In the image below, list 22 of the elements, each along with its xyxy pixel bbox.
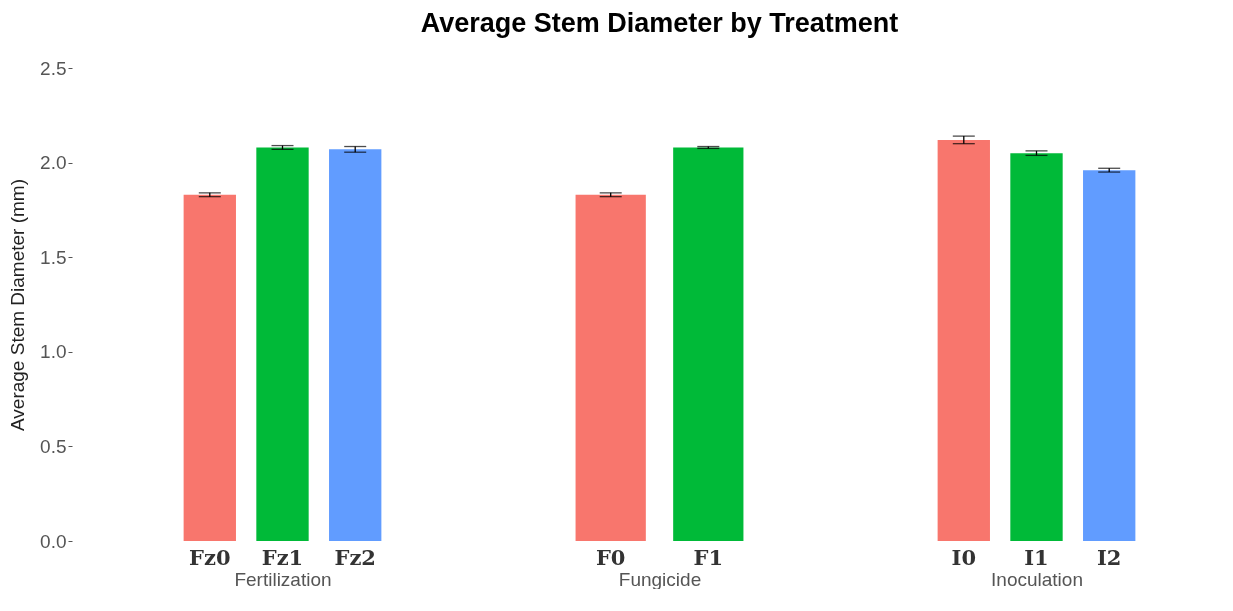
bar xyxy=(183,194,236,541)
y-axis-title: Average Stem Diameter (mm) xyxy=(7,179,29,431)
x-tick-label: I2 xyxy=(1096,544,1122,570)
y-tick-label: 2.5 xyxy=(40,57,67,79)
bar xyxy=(256,147,309,541)
x-tick-label: Fz0 xyxy=(189,544,231,570)
y-tick-label: 2.0 xyxy=(40,152,67,174)
chart-title: Average Stem Diameter by Treatment xyxy=(420,8,899,38)
x-tick-label: I0 xyxy=(951,544,977,570)
y-tick-label: 0.5 xyxy=(40,435,67,457)
x-tick-label: Fz2 xyxy=(334,544,376,570)
y-tick-label: 0.0 xyxy=(40,530,67,552)
x-tick-label: I1 xyxy=(1024,544,1049,570)
x-tick-label: F0 xyxy=(595,544,626,570)
x-axis-title: Fungicide xyxy=(618,568,702,590)
x-tick-label: Fz1 xyxy=(261,544,304,570)
x-axis-title: Fertilization xyxy=(234,568,332,590)
y-tick-label: 1.0 xyxy=(40,341,67,363)
bar xyxy=(329,149,382,541)
y-tick-label: 1.5 xyxy=(40,246,67,268)
x-tick-label: F1 xyxy=(693,544,724,570)
x-axis-title: Inoculation xyxy=(991,568,1083,590)
